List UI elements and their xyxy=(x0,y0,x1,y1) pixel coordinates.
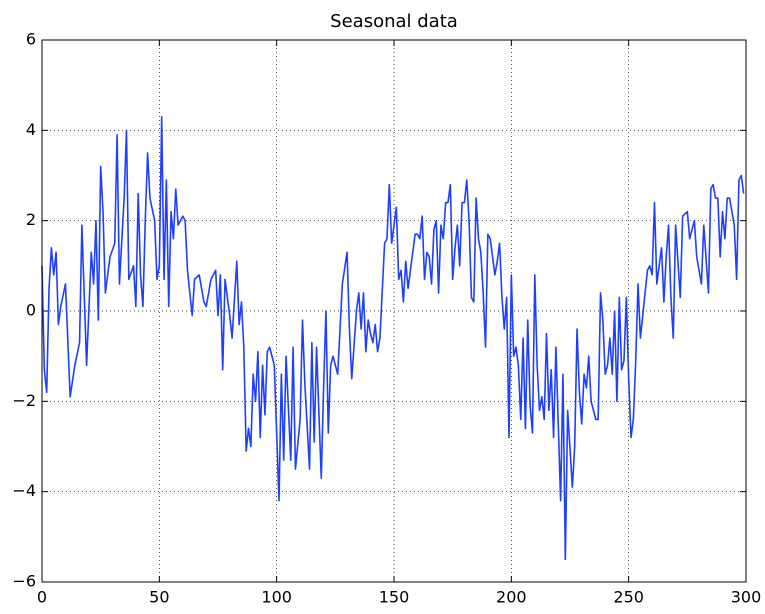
x-tick-label: 250 xyxy=(613,588,644,607)
y-tick-label: −2 xyxy=(12,391,36,410)
y-tick-label: 0 xyxy=(26,301,36,320)
chart-title: Seasonal data xyxy=(330,11,458,32)
x-tick-label: 300 xyxy=(731,588,762,607)
y-tick-label: 4 xyxy=(26,120,36,139)
y-tick-label: −6 xyxy=(12,572,36,591)
x-tick-label: 0 xyxy=(37,588,47,607)
plot-frame xyxy=(41,39,747,583)
y-tick-label: −4 xyxy=(12,481,36,500)
x-tick-label: 50 xyxy=(149,588,169,607)
x-tick-label: 150 xyxy=(379,588,410,607)
x-tick-label: 100 xyxy=(261,588,292,607)
y-tick-label: 6 xyxy=(26,30,36,49)
x-tick-label: 200 xyxy=(496,588,527,607)
y-tick-label: 2 xyxy=(26,210,36,229)
data-line xyxy=(41,115,745,561)
